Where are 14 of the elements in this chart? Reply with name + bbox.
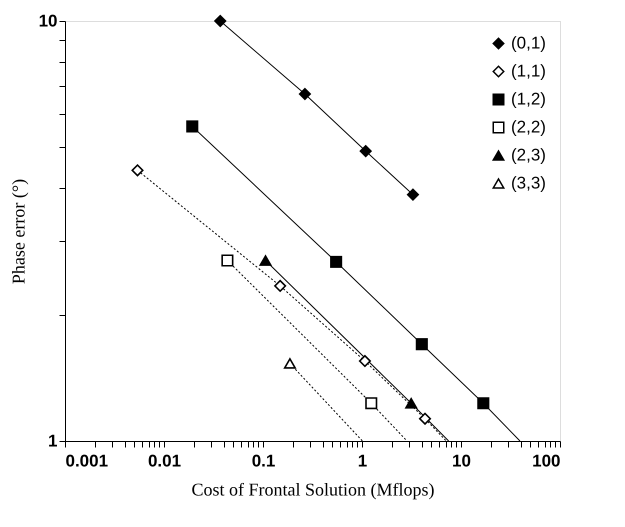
y-axis-title: Phase error (°) [8, 178, 29, 284]
x-tick-label: 0.01 [148, 452, 182, 470]
legend-label: (2,2) [511, 118, 546, 136]
x-tick-label: 0.001 [66, 452, 108, 470]
legend-label: (2,3) [511, 146, 546, 164]
legend-label: (1,2) [511, 90, 546, 108]
x-tick-label: 0.1 [252, 452, 276, 470]
legend-label: (1,1) [511, 62, 546, 80]
x-axis-title: Cost of Frontal Solution (Mflops) [191, 480, 435, 500]
legend-label: (3,3) [511, 174, 546, 192]
x-tick-label: 1 [358, 452, 368, 470]
legend-label: (0,1) [511, 34, 546, 52]
x-tick-label: 10 [452, 452, 471, 470]
x-tick-label: 100 [532, 452, 560, 470]
